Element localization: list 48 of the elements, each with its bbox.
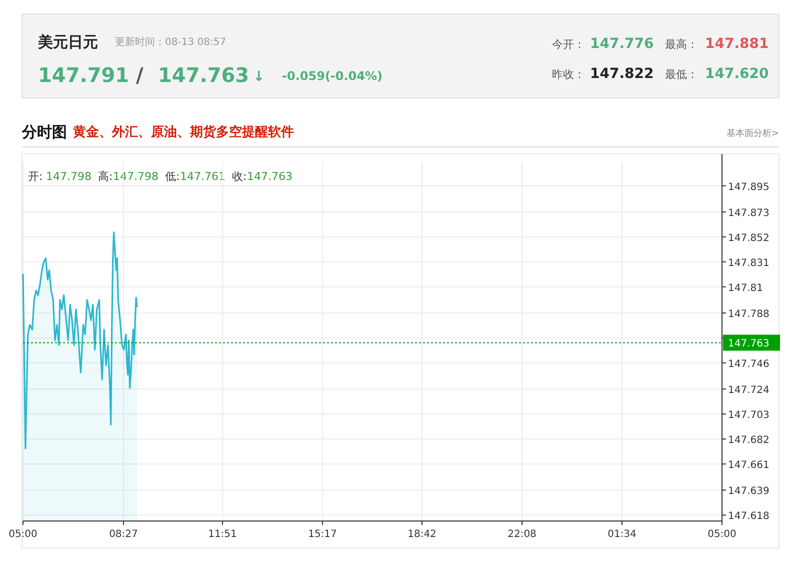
annotation: 低: — [165, 170, 180, 183]
annotation: 147.798 — [113, 170, 158, 183]
ref-line-label: 147.763 — [728, 338, 770, 350]
y-tick-label: 147.831 — [728, 258, 770, 269]
y-tick-label: 147.682 — [728, 434, 770, 446]
y-tick-label: 147.788 — [728, 308, 770, 320]
y-tick-label: 147.703 — [728, 410, 770, 422]
text: 最低： — [665, 68, 698, 81]
annotation: 147.798 — [46, 170, 92, 183]
annotation: 收: — [232, 170, 247, 183]
y-tick-label: 147.661 — [728, 460, 770, 471]
chart-subtitle: 分时图 — [21, 123, 67, 141]
text: -0.059(-0.04%) — [282, 69, 383, 83]
text: 基本面分析> — [726, 128, 779, 139]
y-tick-label: 147.895 — [728, 182, 770, 193]
text: 最高： — [665, 38, 698, 51]
x-tick-label: 05:00 — [8, 529, 38, 540]
text: 147.763 — [158, 63, 250, 87]
x-tick-label: 01:34 — [608, 529, 636, 540]
x-tick-label: 08:27 — [109, 529, 138, 540]
x-tick-label: 22:08 — [508, 529, 536, 540]
text: / — [136, 63, 144, 87]
text: ↓ — [253, 69, 265, 85]
x-tick-label: 05:00 — [708, 529, 736, 540]
annotation: 147.761 — [180, 170, 226, 183]
annotation: 147.763 — [247, 170, 292, 183]
x-tick-label: 11:51 — [208, 529, 237, 540]
text: 147.881 — [705, 36, 769, 52]
x-tick-label: 18:42 — [408, 529, 436, 540]
text: 147.822 — [590, 66, 654, 82]
y-tick-label: 147.852 — [728, 232, 770, 244]
text: 147.620 — [705, 66, 770, 82]
y-tick-label: 147.746 — [728, 358, 770, 370]
annotation: 开: — [28, 170, 43, 183]
text: 147.776 — [590, 36, 654, 52]
y-tick-label: 147.618 — [728, 511, 770, 522]
y-tick-label: 147.639 — [728, 486, 770, 498]
text: 黄金、外汇、原油、期货多空提醒软件 — [72, 124, 294, 140]
text: 147.791 — [38, 63, 130, 87]
text: 昨收： — [552, 68, 585, 81]
annotation: 高: — [98, 170, 113, 183]
text: 今开： — [552, 38, 585, 51]
y-tick-label: 147.873 — [728, 208, 770, 219]
chart-title: 美元日元 — [37, 33, 98, 51]
text: 更新时间：08-13 08:57 — [115, 36, 226, 48]
y-tick-label: 147.724 — [728, 385, 770, 396]
y-tick-label: 147.81 — [728, 282, 763, 294]
x-tick-label: 15:17 — [308, 529, 337, 540]
